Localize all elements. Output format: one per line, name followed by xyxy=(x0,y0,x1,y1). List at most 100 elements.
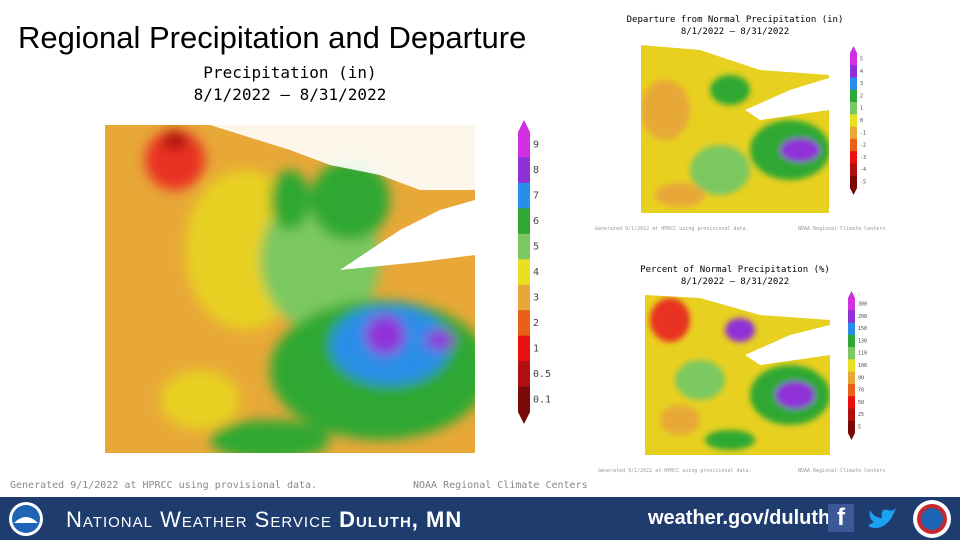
colorbar-segment xyxy=(518,386,530,413)
colorbar-segment xyxy=(850,114,857,128)
colorbar-label: 5 xyxy=(860,57,863,63)
colorbar-label: 6 xyxy=(533,216,539,227)
colorbar-label: 3 xyxy=(860,81,863,87)
colorbar-segment xyxy=(848,420,855,434)
colorbar-label: -1 xyxy=(860,130,866,136)
map-dates: 8/1/2022 – 8/31/2022 xyxy=(193,85,387,104)
office-name: Duluth, MN xyxy=(339,507,463,532)
colorbar-label: 200 xyxy=(858,314,867,320)
map-title-text: Departure from Normal Precipitation (in) xyxy=(626,15,844,25)
colorbar-label: 5 xyxy=(533,242,539,253)
colorbar-segment xyxy=(518,132,530,158)
footer-note: Generated 9/1/2022 at HPRCC using provis… xyxy=(10,480,318,491)
colorbar-label: 3 xyxy=(533,292,539,303)
colorbar-tip xyxy=(850,46,857,53)
colorbar-segment xyxy=(848,347,855,360)
maps: 9 8 7 6 5 4 3 2 1 0.5 0.1 5 4 3 2 1 0 -1 -2 -3 -4 -5 300 200 150… xyxy=(105,45,867,455)
footer-credit: NOAA Regional Climate Centers xyxy=(798,226,886,232)
colorbar-label: 130 xyxy=(858,338,867,344)
colorbar-tip xyxy=(850,188,857,195)
colorbar-segment xyxy=(518,157,530,184)
footer-note: Generated 9/1/2022 at HPRCC using provis… xyxy=(598,468,752,474)
colorbar-label: 4 xyxy=(860,69,863,75)
lake-superior xyxy=(340,200,475,270)
map-title-text: Percent of Normal Precipitation (%) xyxy=(640,265,830,275)
colorbar-label: -2 xyxy=(860,143,866,149)
map-dates: 8/1/2022 – 8/31/2022 xyxy=(680,27,790,37)
colorbar-segment xyxy=(518,233,530,260)
map-title-text: Precipitation (in) xyxy=(203,63,377,82)
map-title: Percent of Normal Precipitation (%) 8/1/2… xyxy=(625,264,845,288)
slide-title: Regional Precipitation and Departure xyxy=(18,20,527,55)
colorbar-label: 1 xyxy=(860,106,863,112)
precip-map xyxy=(105,125,475,453)
colorbar-segment xyxy=(850,89,857,103)
colorbar-segment xyxy=(850,102,857,115)
footer-credit: NOAA Regional Climate Centers xyxy=(798,468,886,474)
colorbar-tip xyxy=(848,433,855,440)
footer-credit: NOAA Regional Climate Centers xyxy=(413,480,588,491)
colorbar-label: -4 xyxy=(860,167,866,173)
colorbar-segment xyxy=(850,151,857,164)
colorbar-segment xyxy=(850,53,857,66)
colorbar-segment xyxy=(518,208,530,235)
colorbar-label: 50 xyxy=(858,400,864,406)
colorbar-label: 25 xyxy=(858,412,864,418)
colorbar-segment xyxy=(848,298,855,311)
org-name: National Weather Service xyxy=(66,507,332,532)
colorbar-segment xyxy=(850,126,857,140)
colorbar-segment xyxy=(848,310,855,324)
colorbar-label: 2 xyxy=(533,318,539,329)
colorbar-label: 0 xyxy=(860,118,863,124)
colorbar-tip xyxy=(518,120,530,132)
colorbar-segment xyxy=(850,65,857,79)
colorbar-label: 0.1 xyxy=(533,394,551,405)
twitter-icon[interactable] xyxy=(866,504,898,532)
colorbar-tip xyxy=(518,412,530,424)
colorbar-segment xyxy=(850,77,857,91)
colorbar-label: -5 xyxy=(860,179,866,185)
colorbar-segment xyxy=(518,361,530,388)
colorbar-segment xyxy=(848,322,855,336)
colorbar-segment xyxy=(518,182,530,209)
colorbar-label: 100 xyxy=(858,363,867,369)
colorbar-segment xyxy=(518,259,530,286)
colorbar-label: 150 xyxy=(858,326,867,332)
colorbar-label: 7 xyxy=(533,191,539,202)
colorbar-segment xyxy=(848,359,855,373)
footer-note: Generated 9/1/2022 at HPRCC using provis… xyxy=(595,226,749,232)
colorbar-segment xyxy=(850,138,857,152)
colorbar-label: 110 xyxy=(858,351,867,357)
colorbar-label: 4 xyxy=(533,267,539,278)
map-title: Departure from Normal Precipitation (in)… xyxy=(620,14,850,38)
colorbar-tip xyxy=(848,291,855,298)
colorbar-label: 70 xyxy=(858,388,864,394)
map-title: Precipitation (in) 8/1/2022 – 8/31/2022 xyxy=(180,62,400,106)
colorbar-label: 8 xyxy=(533,165,539,176)
colorbar-segment xyxy=(848,371,855,385)
banner-title: National Weather Service Duluth, MN xyxy=(66,507,462,533)
colorbar-segment xyxy=(518,335,530,362)
banner: National Weather Service Duluth, MN weat… xyxy=(0,497,960,540)
departure-map xyxy=(641,45,829,213)
colorbar-label: 5 xyxy=(858,424,861,430)
map-dates: 8/1/2022 – 8/31/2022 xyxy=(680,277,790,287)
colorbar-segment xyxy=(848,396,855,409)
percent-map xyxy=(645,295,830,455)
colorbar-label: 300 xyxy=(858,302,867,308)
colorbar-segment xyxy=(848,334,855,348)
colorbar-segment xyxy=(518,284,530,311)
colorbar-label: 1 xyxy=(533,343,539,354)
facebook-icon[interactable]: f xyxy=(828,504,854,532)
colorbar-label: 0.5 xyxy=(533,369,551,380)
noaa-logo xyxy=(9,502,43,536)
colorbar-segment xyxy=(848,408,855,422)
colorbar-label: 2 xyxy=(860,93,863,99)
colorbar-label: -3 xyxy=(860,155,866,161)
canada xyxy=(105,125,475,190)
colorbar-label: 90 xyxy=(858,375,864,381)
nws-logo xyxy=(913,500,951,538)
website[interactable]: weather.gov/duluth xyxy=(648,507,831,529)
colorbar-segment xyxy=(850,163,857,177)
